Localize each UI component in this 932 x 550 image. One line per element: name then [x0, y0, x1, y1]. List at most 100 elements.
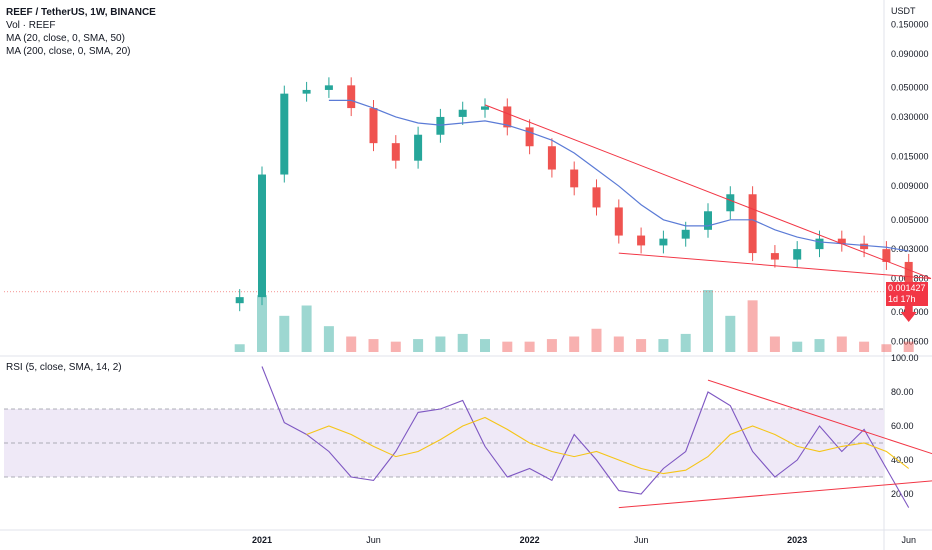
volume-bar: [368, 339, 379, 352]
price-tick-label: 0.090000: [891, 49, 929, 59]
volume-bar: [859, 341, 870, 352]
volume-bar: [257, 295, 267, 352]
volume-bar: [524, 341, 535, 352]
volume-bar: [836, 336, 847, 352]
candle-body: [347, 85, 356, 109]
candle-body: [436, 116, 445, 135]
rsi-tick-label: 100.00: [891, 353, 919, 363]
volume-bar: [346, 336, 357, 352]
volume-bar: [546, 339, 557, 352]
rsi-trendline-lower: [618, 480, 932, 509]
volume-bar: [390, 341, 401, 352]
candle-body: [748, 194, 757, 254]
candle-body: [235, 297, 244, 304]
rsi-band: [4, 409, 884, 477]
time-tick-label: Jun: [366, 535, 381, 545]
volume-bar: [591, 328, 602, 352]
candle-body: [704, 211, 712, 230]
candle-body: [793, 249, 802, 260]
price-tick-label: 0.050000: [891, 83, 929, 93]
volume-bar: [480, 339, 490, 352]
ma-line: [328, 99, 909, 252]
rsi-line: [261, 366, 910, 508]
price-tick-label: 0.003000: [891, 244, 929, 254]
volume-bar: [457, 333, 468, 352]
volume-bar: [279, 315, 290, 352]
price-tick-label: 0.005000: [891, 215, 929, 225]
rsi-tick-label: 20.00: [891, 489, 914, 499]
candle-body: [659, 238, 668, 246]
candle-body: [770, 253, 779, 260]
volume-bar: [792, 341, 803, 352]
candle-body: [458, 109, 467, 117]
price-trendline-lower: [618, 252, 932, 279]
candle-body: [414, 134, 423, 161]
candle-body: [860, 243, 869, 250]
candle-body: [503, 106, 512, 128]
candle-body: [302, 89, 311, 94]
rsi-ma-line: [306, 416, 910, 475]
volume-bar: [881, 344, 892, 352]
symbol-title[interactable]: REEF / TetherUS, 1W, BINANCE: [6, 7, 156, 18]
volume-bar: [769, 336, 780, 352]
volume-bar: [569, 336, 580, 352]
candle-body: [882, 249, 891, 262]
volume-bar: [658, 339, 669, 352]
price-tick-label: 0.030000: [891, 112, 929, 122]
candle-body: [391, 143, 400, 161]
price-tick-label: 0.015000: [891, 152, 929, 162]
down-arrow-icon: [900, 302, 917, 322]
price-trendline-upper: [484, 104, 932, 279]
rsi-tick-label: 80.00: [891, 387, 914, 397]
candle-body: [726, 194, 735, 212]
candle-body: [324, 85, 333, 90]
candle-body: [570, 169, 579, 188]
volume-bar: [234, 344, 245, 352]
volume-bar: [814, 339, 825, 352]
volume-bar: [323, 326, 334, 352]
volume-bar: [502, 341, 513, 352]
volume-bar: [636, 339, 647, 352]
candle-body: [815, 238, 824, 250]
candle-body: [681, 229, 690, 239]
volume-bar: [413, 339, 424, 352]
volume-bar: [680, 333, 691, 352]
volume-bar: [903, 341, 914, 352]
candle-body: [637, 235, 646, 246]
ma2-legend[interactable]: MA (200, close, 0, SMA, 20): [6, 46, 131, 57]
rsi-trendline-upper: [707, 379, 932, 455]
volume-bar: [613, 336, 624, 352]
time-tick-label: Jun: [901, 535, 916, 545]
chart-legend: REEF / TetherUS, 1W, BINANCE Vol · REEF …: [6, 6, 156, 58]
time-tick-label: Jun: [634, 535, 649, 545]
volume-bar: [435, 336, 446, 352]
time-tick-label: 2023: [787, 535, 807, 545]
rsi-legend[interactable]: RSI (5, close, SMA, 14, 2): [6, 362, 122, 373]
time-tick-label: 2022: [520, 535, 540, 545]
volume-bar: [747, 300, 758, 352]
volume-bar: [301, 305, 312, 352]
candle-body: [592, 187, 601, 208]
bar-countdown: 1d 17h: [888, 294, 916, 304]
candle-body: [258, 174, 266, 298]
candle-body: [525, 127, 534, 147]
price-unit: USDT: [891, 6, 916, 16]
candle-body: [280, 93, 289, 175]
candle-body: [837, 238, 846, 244]
candle-body: [481, 106, 489, 110]
candle-body: [369, 108, 378, 144]
price-tick-label: 0.150000: [891, 20, 929, 30]
candle-body: [547, 146, 556, 170]
price-tick-label: 0.000600: [891, 337, 929, 347]
last-price-value: 0.001427: [888, 283, 926, 293]
rsi-tick-label: 40.00: [891, 455, 914, 465]
last-price-badge: 0.001427 1d 17h: [886, 282, 928, 306]
volume-bar: [703, 290, 713, 352]
volume-legend[interactable]: Vol · REEF: [6, 20, 56, 31]
volume-bar: [725, 315, 736, 352]
price-tick-label: 0.009000: [891, 181, 929, 191]
ma1-legend[interactable]: MA (20, close, 0, SMA, 50): [6, 33, 125, 44]
candle-body: [614, 207, 623, 236]
